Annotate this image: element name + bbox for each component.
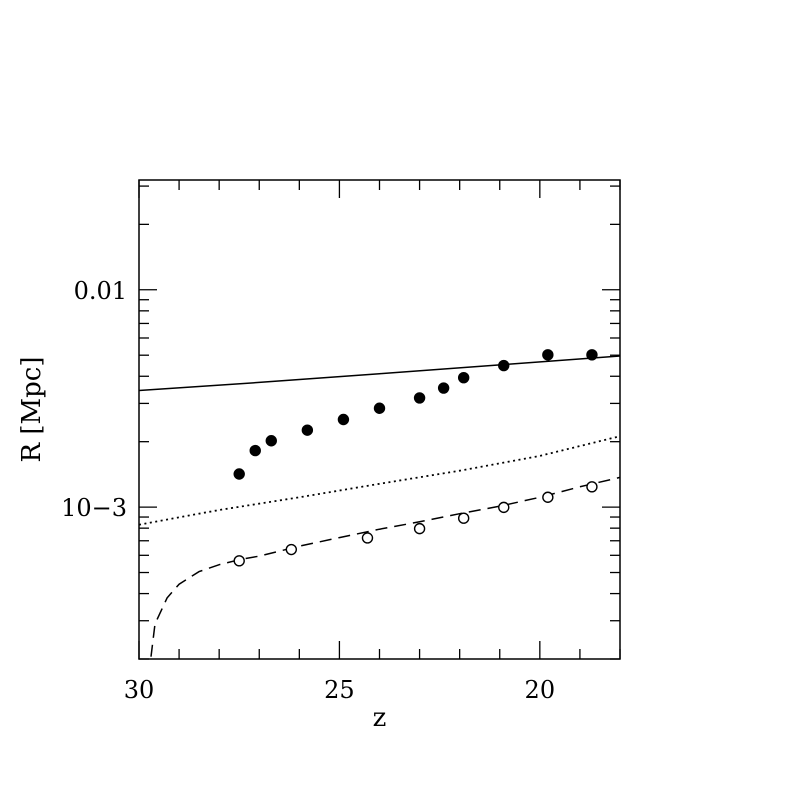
open-data-point: [233, 555, 245, 567]
curves-layer: [138, 355, 621, 657]
filled-data-point: [586, 349, 598, 361]
filled-data-point: [498, 359, 510, 372]
solid-line-curve: [138, 355, 621, 392]
x-tick-label: 30: [124, 676, 155, 704]
open-data-point: [457, 512, 470, 524]
filled-data-point: [233, 468, 245, 480]
ticks-layer: [138, 180, 621, 660]
y-tick-label: 0.01: [74, 277, 127, 305]
filled-data-point: [542, 349, 554, 361]
filled-data-point: [249, 444, 261, 457]
y-axis-title: R [Mpc]: [17, 357, 47, 463]
open-data-point: [542, 491, 554, 503]
open-data-point: [285, 543, 298, 556]
filled-data-point: [301, 424, 314, 436]
x-tick-label: 25: [324, 676, 355, 704]
y-tick-label: 10−3: [61, 494, 127, 522]
filled-data-point: [457, 371, 470, 384]
points-layer: [233, 349, 598, 567]
dashed-line-curve: [150, 476, 621, 657]
filled-data-point: [373, 402, 386, 414]
x-axis-title: z: [373, 703, 387, 733]
x-tick-label: 20: [525, 676, 556, 704]
filled-data-point: [337, 413, 350, 426]
dotted-line-curve: [138, 435, 621, 526]
filled-data-point: [265, 435, 277, 447]
open-data-point: [413, 522, 426, 535]
open-data-point: [498, 501, 510, 514]
open-data-point: [361, 532, 374, 544]
open-data-point: [586, 481, 598, 493]
filled-data-point: [437, 382, 450, 394]
plot-frame: [138, 179, 621, 660]
filled-data-point: [413, 392, 426, 404]
labels-layer: 30 25 20 0.01 10−3: [61, 277, 555, 704]
